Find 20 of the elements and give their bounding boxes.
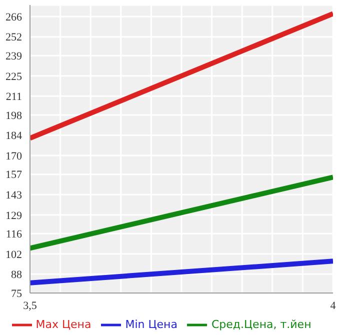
y-tick-label: 225 (6, 70, 22, 83)
y-tick-label: 198 (6, 110, 22, 122)
y-tick-label: 143 (6, 189, 22, 202)
y-tick-label: 252 (6, 32, 22, 44)
y-tick-label: 266 (6, 11, 22, 24)
legend-label: Min Цена (125, 318, 178, 332)
y-tick-label: 211 (6, 91, 22, 104)
y-tick-label: 184 (6, 130, 22, 142)
y-tick-label: 170 (6, 150, 22, 162)
y-tick-label: 75 (11, 288, 22, 300)
x-tick-label: 3,5 (23, 300, 38, 312)
x-tick-label: 4 (330, 300, 336, 312)
y-tick-label: 88 (11, 269, 22, 282)
y-tick-label: 239 (6, 50, 22, 63)
y-tick-label: 157 (6, 169, 22, 182)
y-tick-label: 129 (6, 210, 22, 222)
y-tick-label: 116 (6, 228, 22, 241)
legend-label: Max Цена (36, 318, 92, 332)
y-tick-label: 102 (6, 248, 22, 261)
legend-label: Сред.Цена, т.йен (211, 318, 312, 332)
